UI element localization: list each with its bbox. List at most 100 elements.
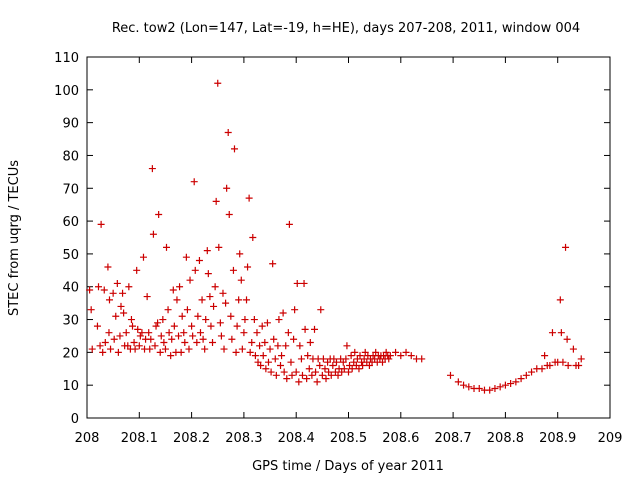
data-point [116, 332, 124, 340]
data-point [227, 312, 235, 320]
data-point [109, 289, 117, 297]
data-point [321, 365, 329, 373]
x-tick-label: 208.6 [382, 431, 419, 446]
data-point [345, 368, 352, 376]
data-point [127, 316, 135, 324]
data-point [191, 266, 199, 274]
data-point [501, 381, 509, 389]
data-point [295, 378, 303, 386]
data-point [259, 352, 267, 360]
data-point [317, 306, 325, 314]
data-point [204, 270, 212, 278]
data-point [122, 329, 130, 337]
data-point [176, 283, 184, 291]
x-tick-label: 208.7 [434, 431, 471, 446]
data-point [225, 211, 233, 219]
data-point [232, 348, 240, 356]
data-point [107, 345, 115, 353]
data-point [351, 348, 359, 356]
data-point [217, 332, 225, 340]
data-point [305, 365, 313, 373]
data-point [216, 319, 224, 327]
data-point [270, 335, 278, 343]
data-point [334, 371, 342, 379]
data-point [569, 345, 577, 353]
data-point [496, 383, 504, 391]
data-point [507, 380, 515, 388]
data-point [446, 371, 454, 379]
data-point [454, 378, 462, 386]
data-point [105, 329, 113, 337]
data-points [86, 79, 585, 394]
data-point [130, 339, 138, 347]
data-point [210, 302, 218, 310]
data-point [293, 279, 301, 287]
data-point [206, 293, 214, 301]
data-point [114, 348, 122, 356]
data-point [528, 368, 536, 376]
data-point [491, 384, 499, 392]
data-point [224, 128, 232, 136]
data-point [133, 266, 141, 274]
data-point [181, 339, 189, 347]
data-point [196, 329, 204, 337]
data-point [149, 230, 157, 238]
x-tick-label: 208.9 [539, 431, 576, 446]
data-point [280, 368, 288, 376]
data-point [209, 339, 217, 347]
data-point [178, 312, 186, 320]
data-point [139, 253, 147, 261]
data-point [145, 329, 153, 337]
data-point [119, 289, 127, 297]
data-point [236, 250, 244, 258]
x-tick-label: 208.4 [278, 431, 315, 446]
data-point [392, 348, 400, 356]
data-point [248, 339, 256, 347]
data-point [275, 316, 283, 324]
data-point [194, 312, 202, 320]
data-point [306, 339, 314, 347]
data-point [188, 322, 196, 330]
data-point [359, 361, 367, 369]
data-point [201, 345, 209, 353]
data-point [313, 378, 321, 386]
data-point [155, 211, 163, 219]
data-point [517, 375, 525, 383]
data-point [195, 256, 203, 264]
data-point [143, 293, 151, 301]
data-point [154, 319, 162, 327]
data-point [117, 302, 125, 310]
data-point [327, 371, 335, 379]
data-point [199, 335, 207, 343]
data-point [267, 368, 275, 376]
data-point [245, 194, 253, 202]
data-point [136, 332, 144, 340]
data-point [222, 299, 230, 307]
data-point [211, 283, 219, 291]
data-point [356, 352, 364, 360]
data-point [296, 342, 304, 350]
data-point [183, 306, 191, 314]
data-point [175, 332, 183, 340]
data-point [291, 306, 299, 314]
data-point [287, 358, 295, 366]
data-point [486, 386, 494, 394]
data-point [185, 345, 193, 353]
data-point [311, 325, 319, 333]
data-point [249, 234, 257, 241]
data-point [250, 316, 258, 324]
y-axis-label: STEC from uqrg / TECUs [7, 160, 22, 316]
data-point [180, 329, 188, 337]
data-point [148, 165, 156, 173]
data-point [104, 263, 112, 271]
data-point [169, 286, 177, 294]
data-point [165, 329, 173, 337]
data-point [386, 352, 394, 360]
data-point [251, 352, 259, 360]
data-point [382, 348, 390, 356]
data-point [95, 283, 103, 291]
data-point [348, 365, 356, 373]
data-point [203, 247, 211, 255]
data-point [475, 384, 483, 392]
